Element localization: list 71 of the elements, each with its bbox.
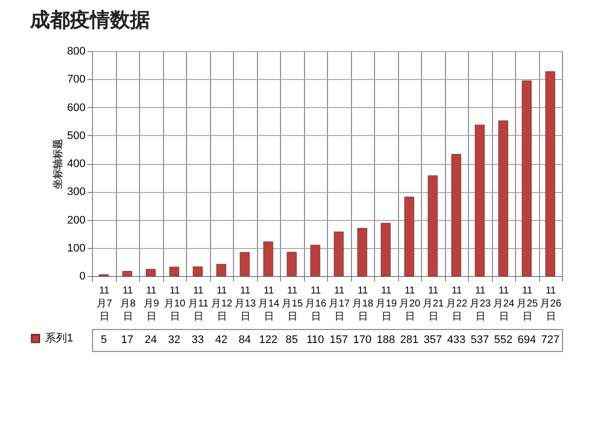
bar — [522, 80, 532, 276]
x-tick-label: 11月9日 — [143, 286, 160, 322]
y-tick-label: 800 — [67, 46, 86, 58]
bar — [404, 196, 414, 276]
bar — [334, 232, 344, 276]
x-tick-label: 11月10日 — [164, 286, 186, 322]
bar — [380, 222, 391, 276]
bar — [474, 124, 485, 276]
data-label: 188 — [376, 334, 395, 346]
data-label: 33 — [192, 334, 204, 346]
x-tick-label: 11月8日 — [120, 286, 136, 322]
x-tick-label: 11月12日 — [211, 286, 233, 322]
x-tick-label: 11月22日 — [446, 286, 468, 322]
x-tick-label: 11月21日 — [422, 286, 444, 322]
data-label: 552 — [494, 334, 512, 346]
x-tick-label: 11月26日 — [540, 286, 562, 322]
x-tick-label: 11月24日 — [493, 286, 515, 322]
data-label: 84 — [238, 334, 251, 346]
y-tick-label: 500 — [67, 130, 86, 142]
bar — [451, 154, 462, 276]
bar — [192, 266, 203, 276]
bar — [357, 228, 368, 276]
data-label: 32 — [168, 334, 180, 346]
x-tick-label: 11月15日 — [282, 286, 304, 322]
y-tick-label: 200 — [67, 214, 86, 226]
data-label: 42 — [215, 334, 228, 346]
x-tick-label: 11月13日 — [234, 286, 256, 322]
bar — [169, 266, 180, 276]
data-label: 694 — [518, 334, 536, 346]
y-tick-label: 100 — [67, 242, 86, 254]
data-label: 24 — [144, 334, 157, 346]
y-tick-label: 400 — [67, 158, 86, 170]
y-axis-title: 坐标轴标题 — [52, 139, 64, 190]
bar — [286, 252, 297, 276]
x-tick-label: 11月17日 — [328, 286, 350, 322]
data-label: 122 — [259, 334, 278, 346]
data-label: 433 — [447, 334, 466, 346]
bar — [498, 120, 508, 276]
x-tick-label: 11月7日 — [96, 286, 112, 322]
x-tick-label: 11月23日 — [470, 286, 492, 322]
x-tick-label: 11月16日 — [305, 286, 327, 322]
y-tick-label: 600 — [67, 102, 86, 114]
x-tick-label: 11月11日 — [188, 286, 209, 322]
data-label: 537 — [470, 334, 489, 346]
data-label: 170 — [353, 334, 372, 346]
data-label: 110 — [306, 334, 324, 346]
bar — [146, 269, 156, 276]
y-tick-label: 700 — [67, 74, 86, 86]
data-label: 157 — [330, 334, 348, 346]
data-label: 281 — [400, 334, 418, 346]
data-label: 5 — [100, 334, 107, 346]
bar — [216, 264, 226, 276]
legend-label: 系列1 — [45, 332, 74, 344]
bar — [240, 252, 250, 276]
data-label: 17 — [121, 334, 134, 346]
bar — [310, 244, 320, 276]
chart-title: 成都疫情数据 — [29, 8, 150, 32]
data-label: 85 — [286, 334, 298, 346]
x-tick-label: 11月19日 — [376, 286, 398, 322]
x-tick-label: 11月20日 — [399, 286, 421, 322]
x-tick-label: 11月14日 — [258, 286, 280, 322]
bar — [122, 270, 132, 276]
x-tick-label: 11月25日 — [516, 286, 538, 322]
bar — [428, 175, 438, 276]
bar — [545, 71, 556, 276]
bar — [263, 241, 274, 276]
y-tick-label: 300 — [67, 186, 86, 198]
y-tick-label: 0 — [79, 270, 86, 282]
x-tick-label: 11月18日 — [352, 286, 374, 322]
data-label: 357 — [424, 334, 442, 346]
data-label: 727 — [541, 334, 560, 346]
